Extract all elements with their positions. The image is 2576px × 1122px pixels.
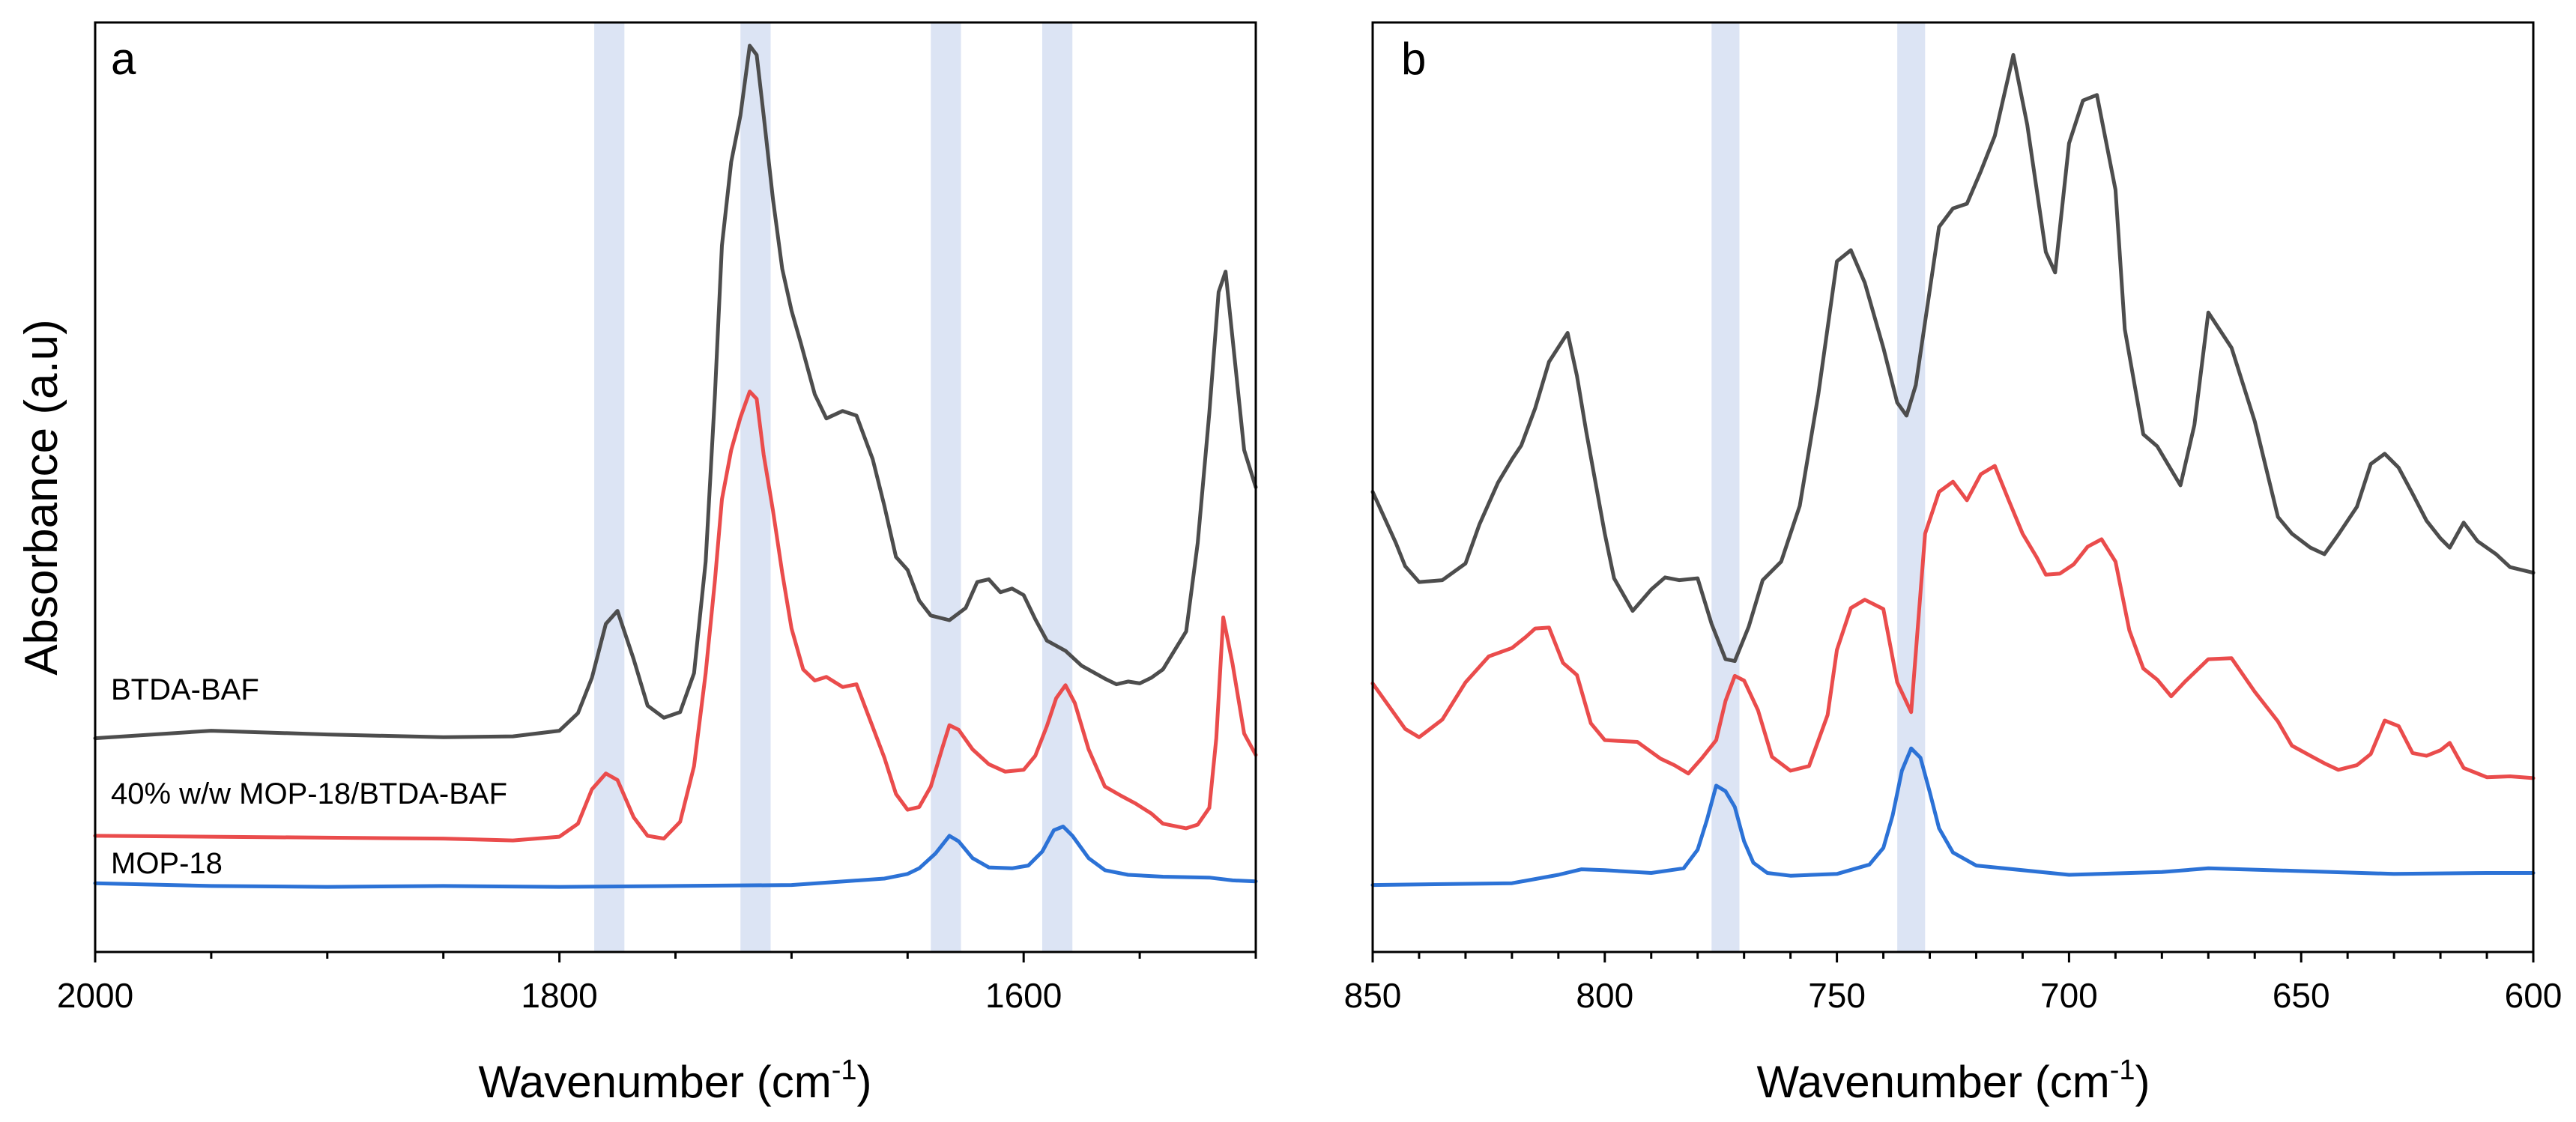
panel-b: 850 800 750 700 650 600 b Wavenumber (cm-1) [1344,21,2563,1107]
tick-label-b-600: 600 [2505,976,2563,1015]
spectra-b [1370,52,2536,888]
series-label-btda-baf: BTDA-BAF [111,673,259,706]
tick-label-a-1800: 1800 [521,976,597,1015]
panel-label-a: a [111,34,136,84]
x-axis-ticks-b: 850 800 750 700 650 600 [1344,952,2563,1015]
y-axis-label: Absorbance (a.u) [16,319,67,676]
highlight-band-a-2 [740,22,771,952]
x-axis-ticks-a: 2000 1800 1600 [57,952,1257,1015]
panel-label-b: b [1401,34,1426,84]
panel-a: 2000 1800 1600 a BTDA-BAF 40% w/w MOP-18/B… [57,21,1258,1107]
highlight-band-b-1 [1711,22,1740,952]
highlight-bands-b [1711,22,1926,952]
spectra-a [93,43,1258,889]
series-line-a-2 [93,389,1258,843]
highlight-bands-a [594,22,1073,952]
series-line-b-2 [1370,464,2536,780]
series-label-mop18: MOP-18 [111,847,223,880]
x-axis-label-a: Wavenumber (cm-1) [479,1055,872,1107]
highlight-band-a-3 [931,22,961,952]
highlight-band-b-2 [1897,22,1926,952]
series-line-b-1 [1370,52,2536,664]
series-line-a-3 [93,825,1258,889]
series-line-b-3 [1370,746,2536,888]
series-line-a-1 [93,43,1258,741]
tick-label-b-700: 700 [2040,976,2098,1015]
series-label-mop18-btda-baf: 40% w/w MOP-18/BTDA-BAF [111,777,507,810]
tick-label-b-850: 850 [1344,976,1402,1015]
tick-label-b-800: 800 [1576,976,1633,1015]
plot-frame-b [1371,21,2535,953]
highlight-band-a-4 [1041,22,1073,952]
tick-label-b-750: 750 [1808,976,1866,1015]
tick-label-b-650: 650 [2273,976,2330,1015]
tick-label-a-2000: 2000 [57,976,133,1015]
highlight-band-a-1 [594,22,625,952]
tick-label-a-1600: 1600 [985,976,1062,1015]
plot-frame-a [94,21,1257,953]
x-axis-label-b: Wavenumber (cm-1) [1757,1055,2150,1107]
